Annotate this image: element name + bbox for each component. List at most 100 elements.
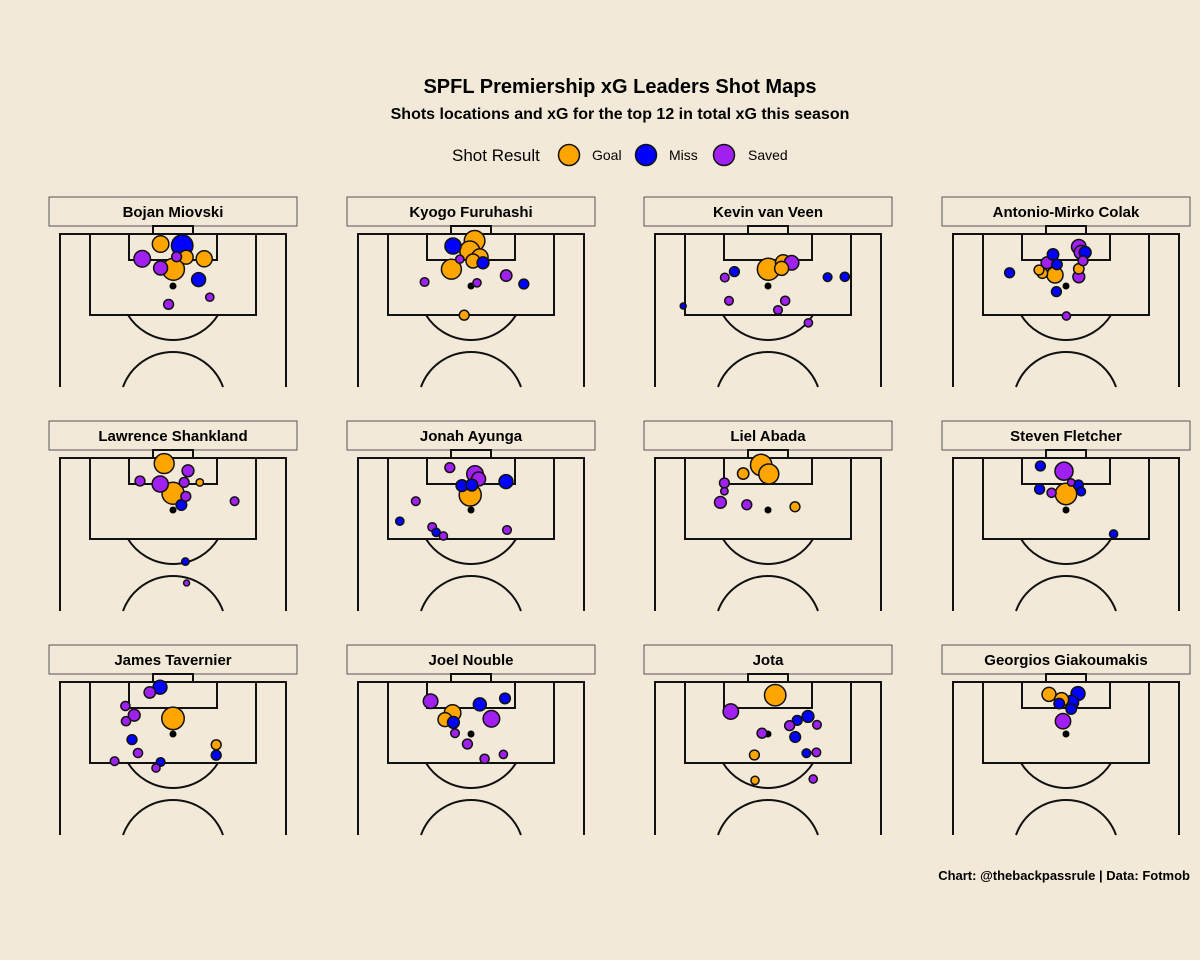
centre-circle (717, 574, 819, 612)
shot-goal (1041, 686, 1057, 703)
shot-goal (161, 706, 185, 731)
shot-miss (180, 557, 190, 567)
pitch-outline (952, 457, 1180, 611)
centre-circle (1015, 798, 1117, 836)
shot-saved (152, 260, 169, 276)
legend-title: Shot Result (452, 146, 540, 165)
shot-saved (811, 747, 822, 758)
panel: Jota (643, 644, 893, 836)
penalty-arc (1020, 762, 1112, 789)
panel-strip (48, 644, 298, 675)
shot-goal (153, 452, 175, 475)
centre-circle (122, 574, 224, 612)
goal (450, 673, 492, 683)
legend-label-saved: Saved (748, 147, 788, 163)
shot-miss (1046, 247, 1060, 261)
panel: Kyogo Furuhashi (346, 196, 596, 388)
pitch (654, 225, 882, 388)
shot-miss (839, 271, 851, 283)
panel-strip (643, 420, 893, 451)
player-name: Antonio-Mirko Colak (993, 204, 1140, 221)
panel-strip (941, 420, 1191, 451)
shot-saved (180, 490, 192, 503)
panel: Lawrence Shankland (48, 420, 298, 612)
shot-saved (143, 685, 157, 699)
shot-saved (461, 738, 474, 750)
goal (747, 225, 789, 235)
shot-goal (750, 775, 760, 786)
penalty-spot (1062, 730, 1070, 738)
shot-saved (482, 709, 501, 728)
shot-goal (195, 477, 205, 487)
shot-miss (822, 272, 833, 283)
shot-goal (458, 309, 470, 321)
panel: Liel Abada (643, 420, 893, 612)
shot-saved (808, 774, 819, 784)
pitch (654, 673, 882, 836)
penalty-arc (425, 762, 517, 789)
shot-miss (1034, 460, 1047, 472)
six-yard-box (128, 681, 218, 709)
player-name: Joel Nouble (428, 652, 513, 669)
shot-miss (1108, 529, 1119, 539)
shot-miss (1065, 703, 1078, 715)
pitch (357, 673, 585, 836)
six-yard-box (723, 681, 813, 709)
shot-goal (440, 258, 463, 280)
six-yard-box (1021, 233, 1111, 261)
shot-miss (801, 748, 812, 759)
penalty-spot (467, 506, 475, 514)
shot-miss (801, 709, 815, 724)
shot-saved (722, 703, 740, 721)
shot-miss (210, 749, 222, 761)
chart-subtitle: Shots locations and xG for the top 12 in… (391, 106, 850, 123)
shot-goal (736, 467, 750, 481)
shot-miss (791, 714, 803, 727)
penalty-spot (169, 730, 177, 738)
shot-saved (1054, 461, 1074, 481)
player-name: James Tavernier (114, 652, 231, 669)
shot-saved (422, 693, 439, 710)
shot-goal (748, 749, 761, 761)
pitch (59, 449, 287, 612)
panel-strip (48, 196, 298, 227)
shot-saved (170, 251, 183, 263)
chart-caption: Chart: @thebackpassrule | Data: Fotmob (938, 868, 1190, 883)
centre-circle (122, 798, 224, 836)
centre-circle (717, 798, 819, 836)
shot-miss (476, 256, 490, 270)
shot-saved (127, 708, 141, 722)
pitch-outline (654, 681, 882, 835)
shot-miss (789, 730, 802, 744)
penalty-spot (764, 506, 772, 514)
penalty-box (387, 681, 555, 764)
shot-saved (181, 464, 195, 478)
shot-saved (783, 719, 796, 732)
shot-miss (1003, 267, 1016, 279)
shot-miss (1050, 285, 1063, 298)
pitch (952, 225, 1180, 388)
player-name: Steven Fletcher (1010, 428, 1122, 445)
centre-circle (717, 350, 819, 388)
shot-miss (518, 278, 530, 290)
penalty-spot (467, 730, 475, 738)
legend-key-goal (557, 143, 581, 167)
pitch-outline (357, 681, 585, 835)
goal (747, 673, 789, 683)
centre-circle (1015, 350, 1117, 388)
shot-saved (120, 700, 131, 712)
player-name: Kyogo Furuhashi (409, 204, 532, 221)
penalty-arc (722, 314, 814, 341)
shot-goal (758, 463, 780, 485)
player-name: Liel Abada (730, 428, 806, 445)
penalty-arc (127, 314, 219, 341)
penalty-spot (169, 506, 177, 514)
shot-saved (723, 295, 735, 306)
goal (1045, 449, 1087, 459)
goal (152, 225, 194, 235)
player-name: Bojan Miovski (123, 204, 224, 221)
shot-saved (811, 719, 823, 730)
penalty-arc (722, 762, 814, 789)
shot-saved (109, 756, 120, 767)
shot-saved (444, 461, 456, 474)
